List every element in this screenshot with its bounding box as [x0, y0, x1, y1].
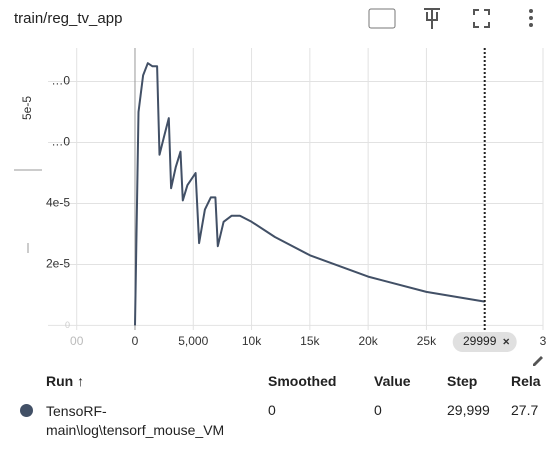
y-tick-label: 4e-5 [46, 196, 70, 210]
fullscreen-icon[interactable] [473, 9, 490, 28]
menu-icon[interactable] [529, 9, 533, 27]
smoothed: 0 [268, 402, 276, 418]
x-tick-label: 10k [242, 334, 262, 348]
edit-icon[interactable] [533, 356, 543, 366]
col-header[interactable]: Smoothed [268, 373, 337, 389]
x-tick-label: 25k [417, 334, 437, 348]
run-name: TensoRF-main\log\tensorf_mouse_VM [46, 403, 225, 438]
relative: 27.7 [511, 402, 539, 418]
cursor-close[interactable] [503, 338, 510, 345]
y-tick-label: 2e-5 [46, 257, 70, 271]
series-line [134, 62, 485, 326]
col-header[interactable]: Value [374, 373, 411, 389]
pin-icon[interactable] [424, 8, 440, 29]
x-tick-label: 0 [132, 334, 139, 348]
x-tick-label: 15k [300, 334, 320, 348]
col-header[interactable]: Run ↑ [46, 373, 85, 389]
col-header[interactable]: Rela [511, 373, 541, 389]
run-color [20, 404, 33, 417]
col-header[interactable]: Step [447, 373, 478, 389]
x-tick-label: 20k [358, 334, 378, 348]
value: 0 [374, 402, 382, 418]
fit-icon[interactable] [368, 8, 396, 29]
x-tick-label: 3 [540, 334, 547, 348]
y-side-label: 5e-5 [20, 96, 34, 120]
x-tick-label: 5,000 [178, 334, 208, 348]
x-tick-label: 00 [70, 334, 84, 348]
cursor-step: 29999 [463, 334, 497, 348]
cursor-badge [452, 332, 517, 352]
y-tick-label: …0 [51, 74, 70, 88]
y-tick-label: …0 [51, 135, 70, 149]
step: 29,999 [447, 402, 490, 418]
y-tick-label: 0 [65, 320, 70, 330]
chart-title: train/reg_tv_app [14, 10, 122, 27]
